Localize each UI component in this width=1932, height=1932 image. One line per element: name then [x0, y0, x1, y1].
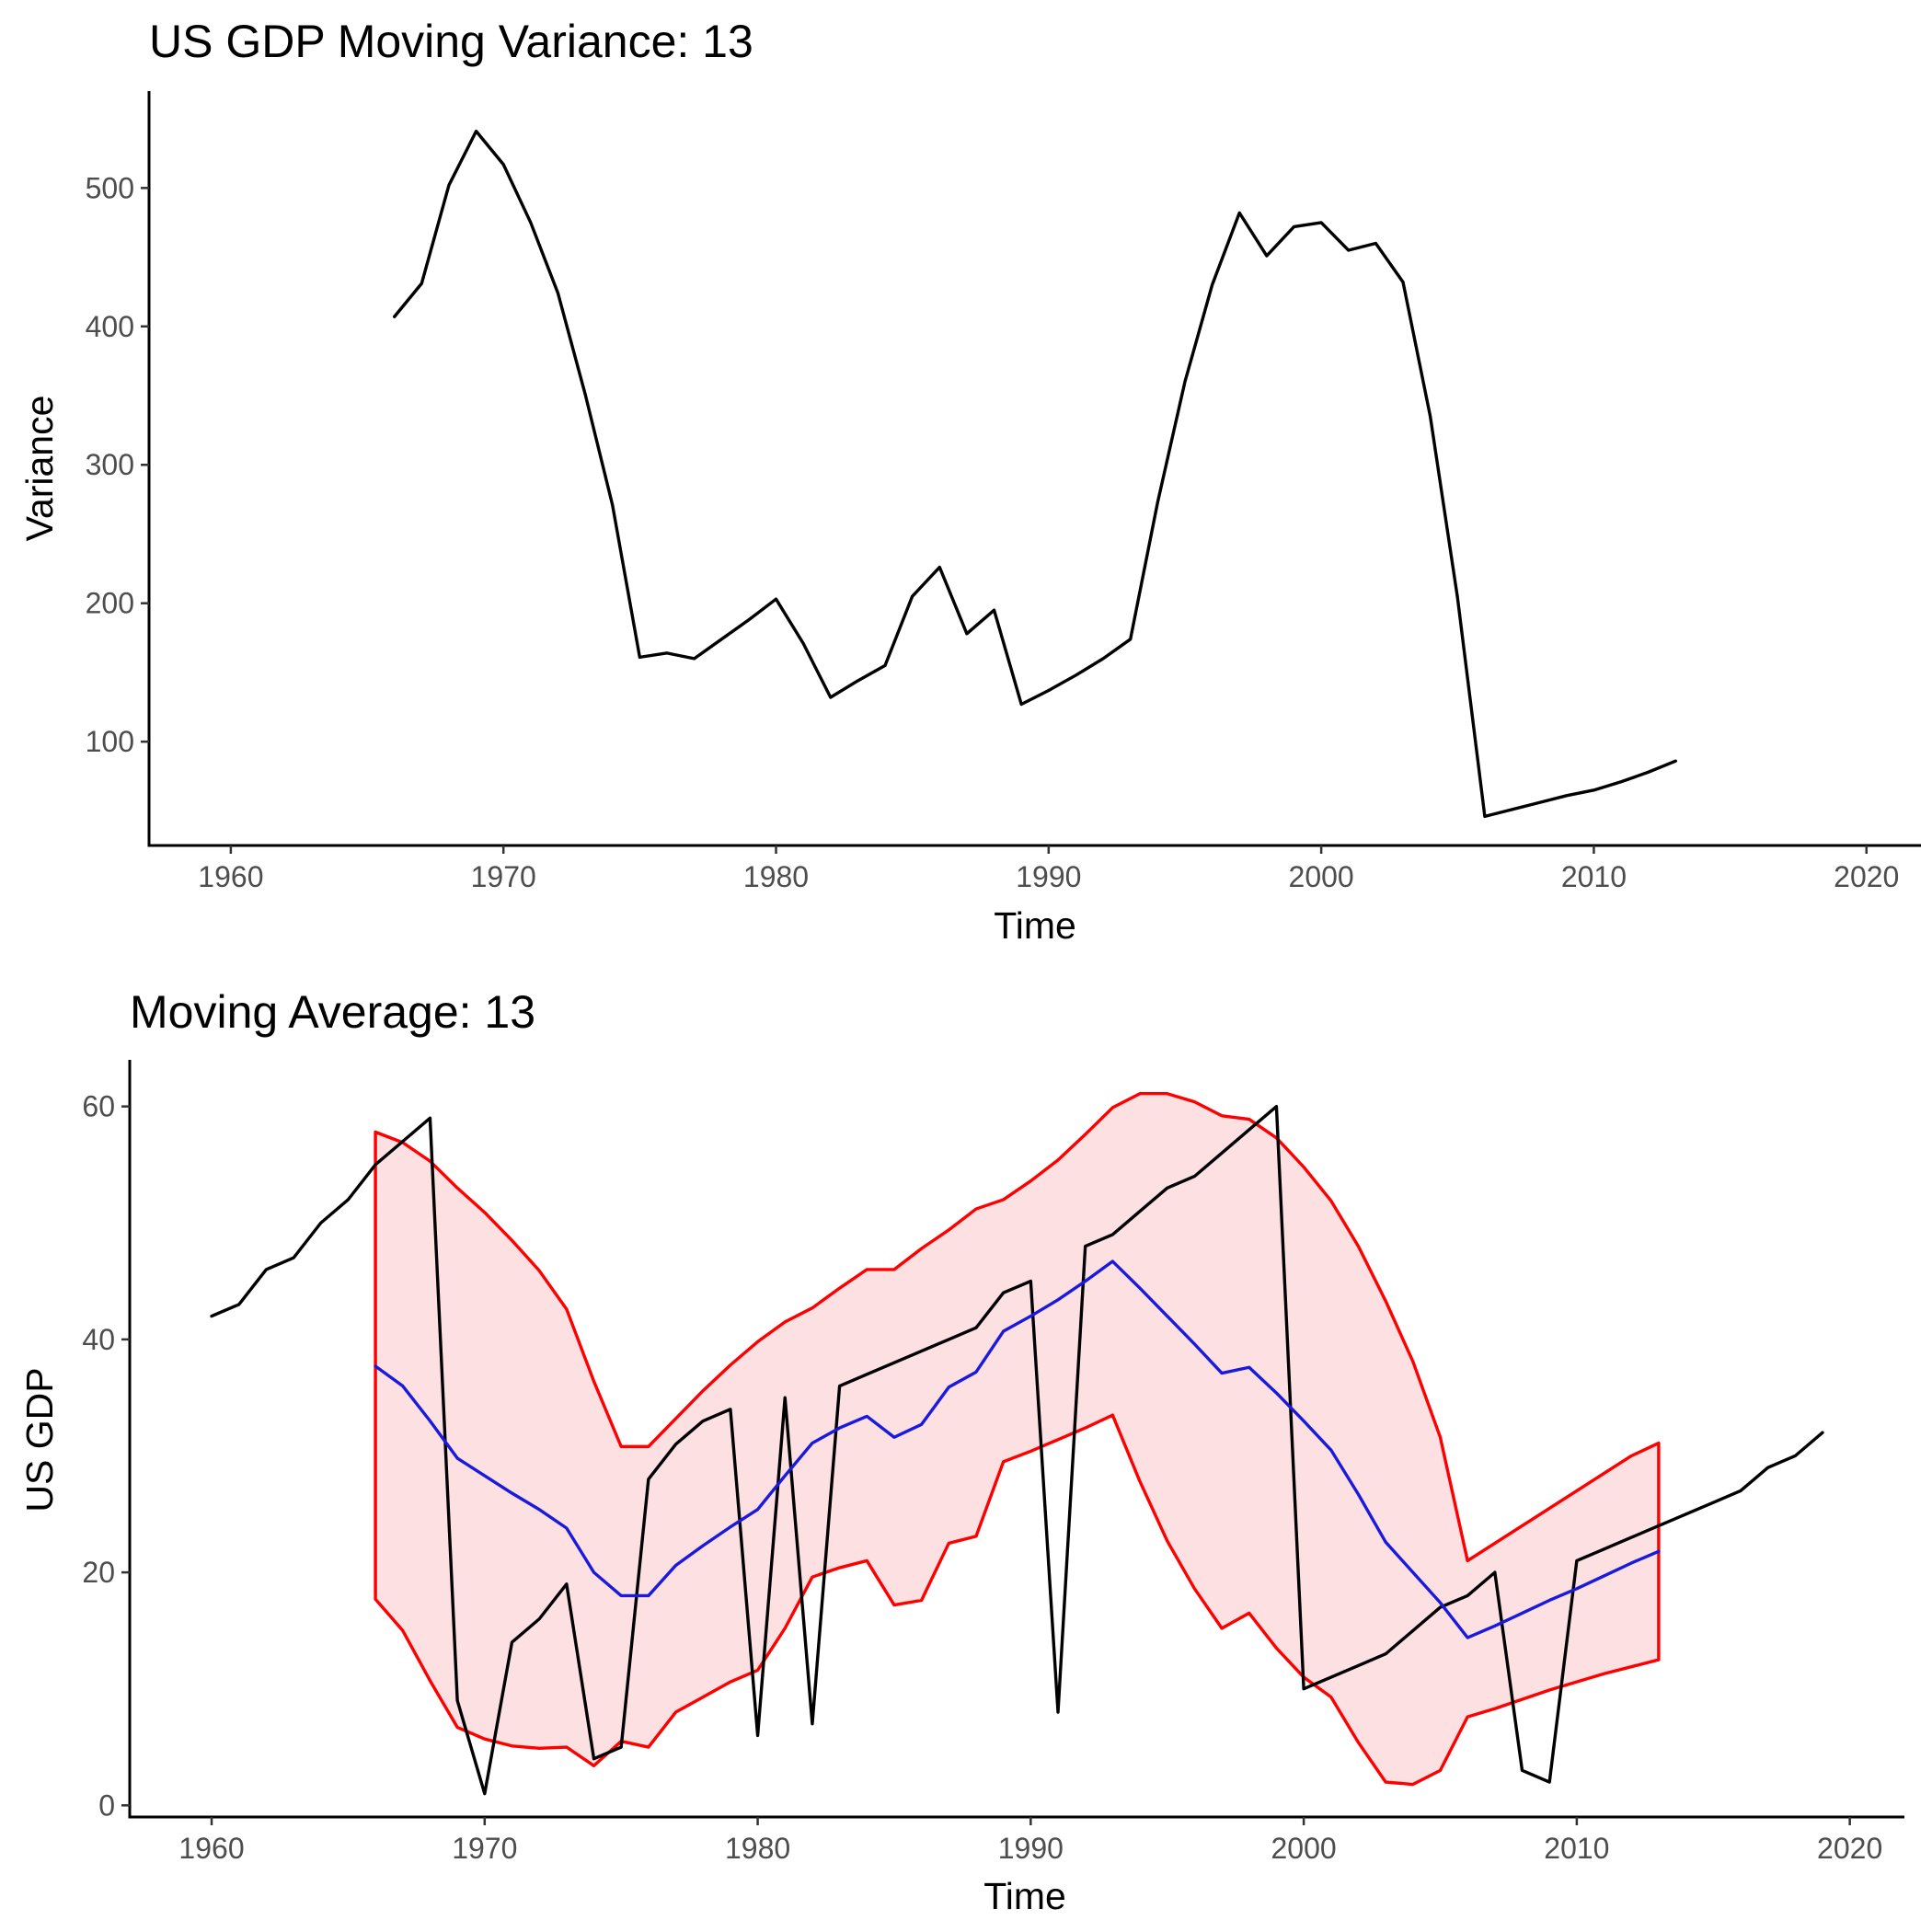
moving-average-x-axis-label: Time: [983, 1875, 1066, 1917]
moving-average-series-group: [210, 1092, 1824, 1796]
variance-y-axis-label: Variance: [18, 396, 61, 542]
moving-average-x-tick-label: 1990: [998, 1832, 1064, 1865]
variance-y-tick-label: 200: [86, 587, 134, 620]
moving-average-y-tick-label: 20: [82, 1556, 115, 1589]
variance-series-group: [392, 129, 1678, 819]
variance-x-tick-label: 1970: [471, 860, 536, 893]
moving-average-y-tick-label: 60: [82, 1090, 115, 1123]
moving-average-x-tick-label: 2000: [1271, 1832, 1337, 1865]
confidence-band-fill: [375, 1093, 1659, 1785]
variance-x-tick-label: 2000: [1289, 860, 1354, 893]
moving-average-y-ticks: 0 20 40 60: [82, 1090, 130, 1822]
moving-average-series-line-1: [210, 1104, 1824, 1796]
moving-average-x-tick-label: 2010: [1544, 1832, 1609, 1865]
variance-series-line-1: [392, 129, 1678, 819]
moving-average-y-axis-label: US GDP: [18, 1367, 61, 1512]
moving-average-x-tick-label: 1960: [178, 1832, 244, 1865]
moving-average-x-tick-label: 1980: [725, 1832, 790, 1865]
variance-y-tick-label: 400: [86, 310, 134, 343]
variance-y-ticks: 100 200 300 400 500: [86, 171, 149, 758]
variance-y-tick-label: 300: [86, 448, 134, 481]
moving-average-x-ticks: 1960 1970 1980 1990 2000 2010 2020: [178, 1817, 1882, 1865]
moving-average-x-tick-label: 1970: [452, 1832, 517, 1865]
variance-x-tick-label: 1960: [198, 860, 263, 893]
variance-chart: US GDP Moving Variance: 13 100 200 300 400 5…: [18, 16, 1921, 947]
variance-x-axis-label: Time: [994, 904, 1076, 947]
variance-x-tick-label: 1990: [1016, 860, 1081, 893]
moving-average-y-tick-label: 40: [82, 1323, 115, 1356]
moving-average-x-tick-label: 2020: [1817, 1832, 1882, 1865]
variance-x-tick-label: 2010: [1561, 860, 1627, 893]
variance-x-tick-label: 2020: [1834, 860, 1899, 893]
variance-chart-title: US GDP Moving Variance: 13: [149, 16, 753, 67]
variance-y-tick-label: 100: [86, 725, 134, 758]
moving-average-series-line-2: [374, 1259, 1661, 1639]
variance-x-ticks: 1960 1970 1980 1990 2000 2010 2020: [198, 845, 1899, 893]
moving-average-y-tick-label: 0: [98, 1788, 115, 1822]
moving-average-chart-title: Moving Average: 13: [130, 986, 535, 1038]
confidence-band-line: [374, 1092, 1661, 1787]
variance-x-tick-label: 1980: [743, 860, 809, 893]
variance-y-tick-label: 500: [86, 171, 134, 204]
